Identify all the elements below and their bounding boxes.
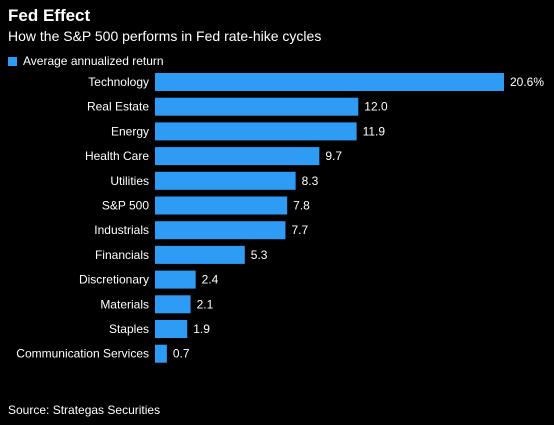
value-label: 0.7 xyxy=(173,347,190,361)
category-label: S&P 500 xyxy=(102,199,149,213)
bar xyxy=(155,73,504,91)
bar xyxy=(155,245,245,264)
bar xyxy=(155,196,288,215)
bar xyxy=(155,320,188,338)
category-label: Materials xyxy=(100,297,149,311)
category-label: Financials xyxy=(95,248,149,262)
value-label: 20.6% xyxy=(510,75,544,89)
category-label: Industrials xyxy=(94,223,149,237)
value-label: 2.1 xyxy=(197,297,214,311)
category-label: Communication Services xyxy=(16,347,149,361)
category-label: Staples xyxy=(109,322,149,336)
value-label: 7.8 xyxy=(293,199,310,213)
bar xyxy=(155,97,359,116)
legend-swatch xyxy=(8,56,17,66)
chart-title: Fed Effect xyxy=(8,6,91,25)
value-label: 11.9 xyxy=(363,124,386,138)
value-label: 12.0 xyxy=(364,100,388,114)
value-label: 8.3 xyxy=(302,174,319,188)
category-label: Discretionary xyxy=(79,273,149,287)
legend: Average annualized return xyxy=(8,54,164,68)
category-label: Technology xyxy=(88,75,149,89)
value-label: 2.4 xyxy=(202,273,219,287)
value-label: 9.7 xyxy=(325,149,342,163)
bar xyxy=(155,122,357,141)
bar xyxy=(155,344,167,363)
category-label: Real Estate xyxy=(87,100,149,114)
category-label: Energy xyxy=(111,124,149,138)
source-note: Source: Strategas Securities xyxy=(8,403,161,417)
bar xyxy=(155,221,286,240)
legend-label: Average annualized return xyxy=(23,54,164,68)
category-label: Health Care xyxy=(85,149,149,163)
bar xyxy=(155,270,196,289)
value-label: 7.7 xyxy=(291,223,308,237)
bar xyxy=(155,295,191,314)
bar xyxy=(155,147,320,166)
value-label: 1.9 xyxy=(193,322,210,336)
value-label: 5.3 xyxy=(251,248,268,262)
bar xyxy=(155,171,296,190)
chart-subtitle: How the S&P 500 performs in Fed rate-hik… xyxy=(8,28,322,44)
category-label: Utilities xyxy=(110,174,149,188)
